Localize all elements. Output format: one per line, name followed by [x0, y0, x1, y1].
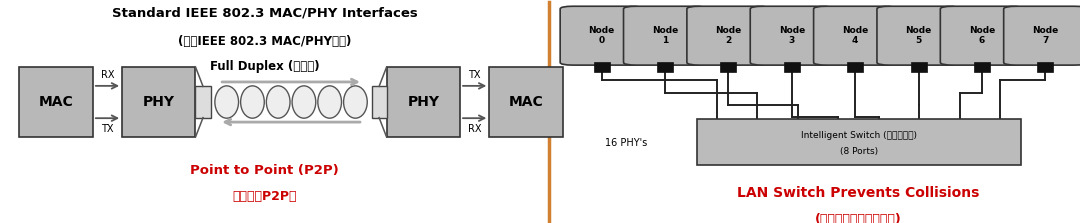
FancyBboxPatch shape — [623, 6, 706, 65]
Text: RX: RX — [100, 70, 114, 80]
FancyBboxPatch shape — [489, 67, 563, 137]
FancyBboxPatch shape — [657, 62, 673, 72]
Text: TX: TX — [102, 124, 113, 134]
Ellipse shape — [292, 86, 315, 118]
Text: (标准IEEE 802.3 MAC/PHY接口): (标准IEEE 802.3 MAC/PHY接口) — [178, 35, 351, 47]
FancyBboxPatch shape — [847, 62, 863, 72]
FancyBboxPatch shape — [784, 62, 800, 72]
Text: PHY: PHY — [143, 95, 175, 109]
FancyBboxPatch shape — [195, 86, 211, 118]
FancyBboxPatch shape — [910, 62, 927, 72]
FancyBboxPatch shape — [594, 62, 610, 72]
Ellipse shape — [241, 86, 265, 118]
Text: Node
7: Node 7 — [1032, 26, 1058, 45]
FancyBboxPatch shape — [19, 67, 93, 137]
FancyBboxPatch shape — [372, 86, 387, 118]
FancyBboxPatch shape — [1003, 6, 1080, 65]
FancyBboxPatch shape — [720, 62, 737, 72]
Text: Node
2: Node 2 — [715, 26, 742, 45]
Text: Point to Point (P2P): Point to Point (P2P) — [190, 164, 339, 177]
Text: LAN Switch Prevents Collisions: LAN Switch Prevents Collisions — [738, 186, 980, 200]
Ellipse shape — [215, 86, 239, 118]
Text: (8 Ports): (8 Ports) — [839, 147, 878, 156]
FancyBboxPatch shape — [561, 6, 644, 65]
Text: (局域网交换机预防冲突): (局域网交换机预防冲突) — [815, 213, 902, 223]
Text: Node
4: Node 4 — [842, 26, 868, 45]
Text: MAC: MAC — [39, 95, 73, 109]
Text: Standard IEEE 802.3 MAC/PHY Interfaces: Standard IEEE 802.3 MAC/PHY Interfaces — [111, 7, 418, 20]
Text: Node
3: Node 3 — [779, 26, 805, 45]
FancyBboxPatch shape — [751, 6, 834, 65]
FancyBboxPatch shape — [1037, 62, 1053, 72]
Text: Node
0: Node 0 — [589, 26, 615, 45]
Text: 16 PHY's: 16 PHY's — [605, 138, 647, 148]
Text: 点对点（P2P）: 点对点（P2P） — [232, 190, 297, 202]
Text: Intelligent Switch (智能交换机): Intelligent Switch (智能交换机) — [800, 131, 917, 140]
Text: Full Duplex (全双工): Full Duplex (全双工) — [210, 60, 320, 73]
Text: PHY: PHY — [407, 95, 440, 109]
Ellipse shape — [343, 86, 367, 118]
Ellipse shape — [318, 86, 341, 118]
FancyBboxPatch shape — [387, 67, 460, 137]
FancyBboxPatch shape — [122, 67, 195, 137]
Ellipse shape — [267, 86, 291, 118]
Text: MAC: MAC — [509, 95, 543, 109]
FancyBboxPatch shape — [974, 62, 990, 72]
Text: Node
1: Node 1 — [652, 26, 678, 45]
Text: Node
5: Node 5 — [905, 26, 932, 45]
FancyBboxPatch shape — [877, 6, 960, 65]
FancyBboxPatch shape — [813, 6, 896, 65]
FancyBboxPatch shape — [941, 6, 1024, 65]
FancyBboxPatch shape — [687, 6, 770, 65]
Text: RX: RX — [468, 124, 482, 134]
FancyBboxPatch shape — [697, 119, 1021, 165]
Text: TX: TX — [469, 70, 481, 80]
Text: Node
6: Node 6 — [969, 26, 995, 45]
